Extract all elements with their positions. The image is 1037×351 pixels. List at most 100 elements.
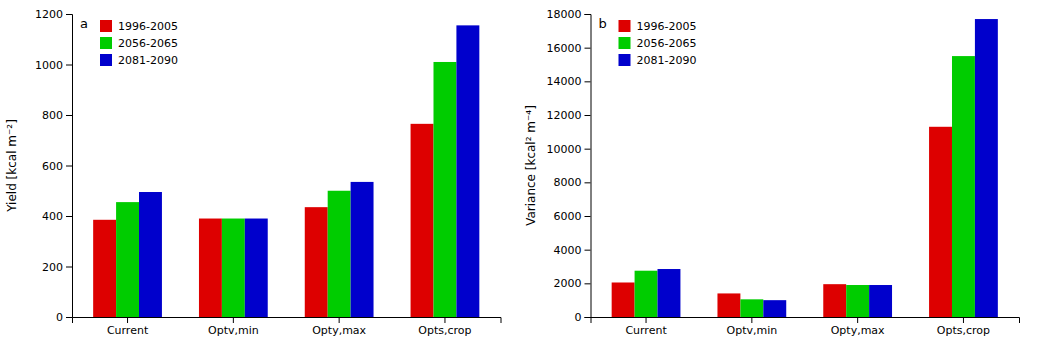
y-tick: 600 — [42, 160, 72, 173]
legend-label: 2081-2090 — [118, 54, 178, 67]
tick-mark — [585, 14, 591, 15]
y-tick: 800 — [42, 109, 72, 122]
tick-label: 16000 — [547, 42, 582, 55]
tick-mark — [66, 166, 72, 167]
bar — [116, 202, 139, 317]
x-tick: Optv,min — [208, 317, 259, 337]
legend-swatch — [619, 37, 631, 49]
legend-label: 1996-2005 — [637, 20, 697, 33]
legend-item: 1996-2005 — [619, 20, 697, 33]
panel: Current Optv,min Opty,max Opts,crop 0 2000 400… — [524, 8, 1020, 337]
bar — [433, 62, 456, 317]
y-tick: 2000 — [554, 277, 591, 290]
bar — [763, 300, 786, 317]
y-axis: 0 200 400 600 800 1000 1200 — [35, 8, 73, 324]
tick-mark — [66, 317, 72, 318]
bar — [411, 124, 434, 317]
bar — [635, 271, 658, 317]
tick-label: 1000 — [35, 59, 63, 72]
legend-item: 2056-2065 — [619, 37, 697, 50]
bar — [612, 282, 635, 317]
tick-mark — [585, 182, 591, 183]
tick-label: 0 — [575, 311, 582, 324]
tick-mark — [66, 216, 72, 217]
bar — [975, 19, 998, 317]
tick-label: 4000 — [554, 244, 582, 257]
tick-mark — [66, 115, 72, 116]
tick-label: Current — [625, 324, 667, 337]
bar — [869, 285, 892, 317]
tick-label: 200 — [42, 261, 63, 274]
legend-label: 2081-2090 — [637, 54, 697, 67]
tick-label: Current — [107, 324, 149, 337]
tick-mark — [66, 65, 72, 66]
bars — [93, 25, 479, 317]
y-tick: 1200 — [35, 8, 72, 21]
y-tick: 0 — [575, 311, 591, 324]
bar — [351, 182, 374, 317]
legend-swatch — [100, 20, 112, 32]
bar — [823, 284, 846, 317]
tick-mark — [233, 317, 234, 323]
tick-mark — [585, 216, 591, 217]
y-axis: 0200040006000800010000120001400016000180… — [547, 8, 592, 324]
y-tick: 4000 — [554, 244, 591, 257]
y-tick: 8000 — [554, 176, 591, 189]
bar — [717, 293, 740, 317]
tick-mark — [339, 317, 340, 323]
legend-item: 1996-2005 — [100, 20, 178, 33]
bar-series — [116, 62, 456, 317]
y-tick: 6000 — [554, 210, 591, 223]
tick-label: 2000 — [554, 277, 582, 290]
bar-series — [658, 19, 998, 317]
y-tick: 200 — [42, 261, 72, 274]
tick-label: 12000 — [547, 109, 582, 122]
tick-label: 1200 — [35, 8, 63, 21]
legend-swatch — [619, 20, 631, 32]
bar — [93, 220, 116, 317]
legend: 1996-2005 2056-2065 2081-2090 — [100, 20, 178, 67]
bar — [456, 25, 479, 317]
bar — [658, 269, 681, 317]
legend-label: 2056-2065 — [118, 37, 178, 50]
y-tick: 0 — [56, 311, 72, 324]
x-tick: Opty,max — [831, 317, 885, 337]
bar — [740, 299, 763, 317]
bars — [612, 19, 998, 317]
y-tick: 400 — [42, 210, 72, 223]
y-axis-title: Variance [kcal² m⁻⁴] — [524, 105, 538, 226]
tick-label: 14000 — [547, 75, 582, 88]
x-tick: Opty,max — [312, 317, 366, 337]
tick-mark — [963, 317, 964, 323]
tick-label: Opty,max — [312, 324, 366, 337]
x-tick: Optv,min — [726, 317, 777, 337]
bar — [305, 207, 328, 317]
tick-label: Opts,crop — [418, 324, 471, 337]
panel-label: a — [80, 16, 88, 31]
legend-item: 2081-2090 — [619, 54, 697, 67]
tick-label: Opty,max — [831, 324, 885, 337]
tick-mark — [585, 48, 591, 49]
bar — [199, 219, 222, 317]
y-tick: 1000 — [35, 59, 72, 72]
bar-series — [139, 25, 479, 317]
tick-label: 6000 — [554, 210, 582, 223]
x-tick: Current — [107, 317, 149, 337]
y-axis-title: Yield [kcal m⁻²] — [5, 119, 19, 213]
legend-swatch — [619, 54, 631, 66]
panel: Current Optv,min Opty,max Opts,crop 0 200 400 6… — [5, 8, 501, 337]
x-tick: Opts,crop — [418, 317, 471, 337]
tick-label: Optv,min — [208, 324, 259, 337]
y-tick: 16000 — [547, 42, 591, 55]
tick-mark — [127, 317, 128, 323]
tick-label: 10000 — [547, 143, 582, 156]
x-tick: Opts,crop — [937, 317, 990, 337]
bar-series — [635, 56, 975, 317]
tick-mark — [751, 317, 752, 323]
bar — [929, 127, 952, 317]
tick-mark — [585, 115, 591, 116]
legend: 1996-2005 2056-2065 2081-2090 — [619, 20, 697, 67]
legend-swatch — [100, 54, 112, 66]
tick-label: 8000 — [554, 176, 582, 189]
y-tick: 12000 — [547, 109, 591, 122]
